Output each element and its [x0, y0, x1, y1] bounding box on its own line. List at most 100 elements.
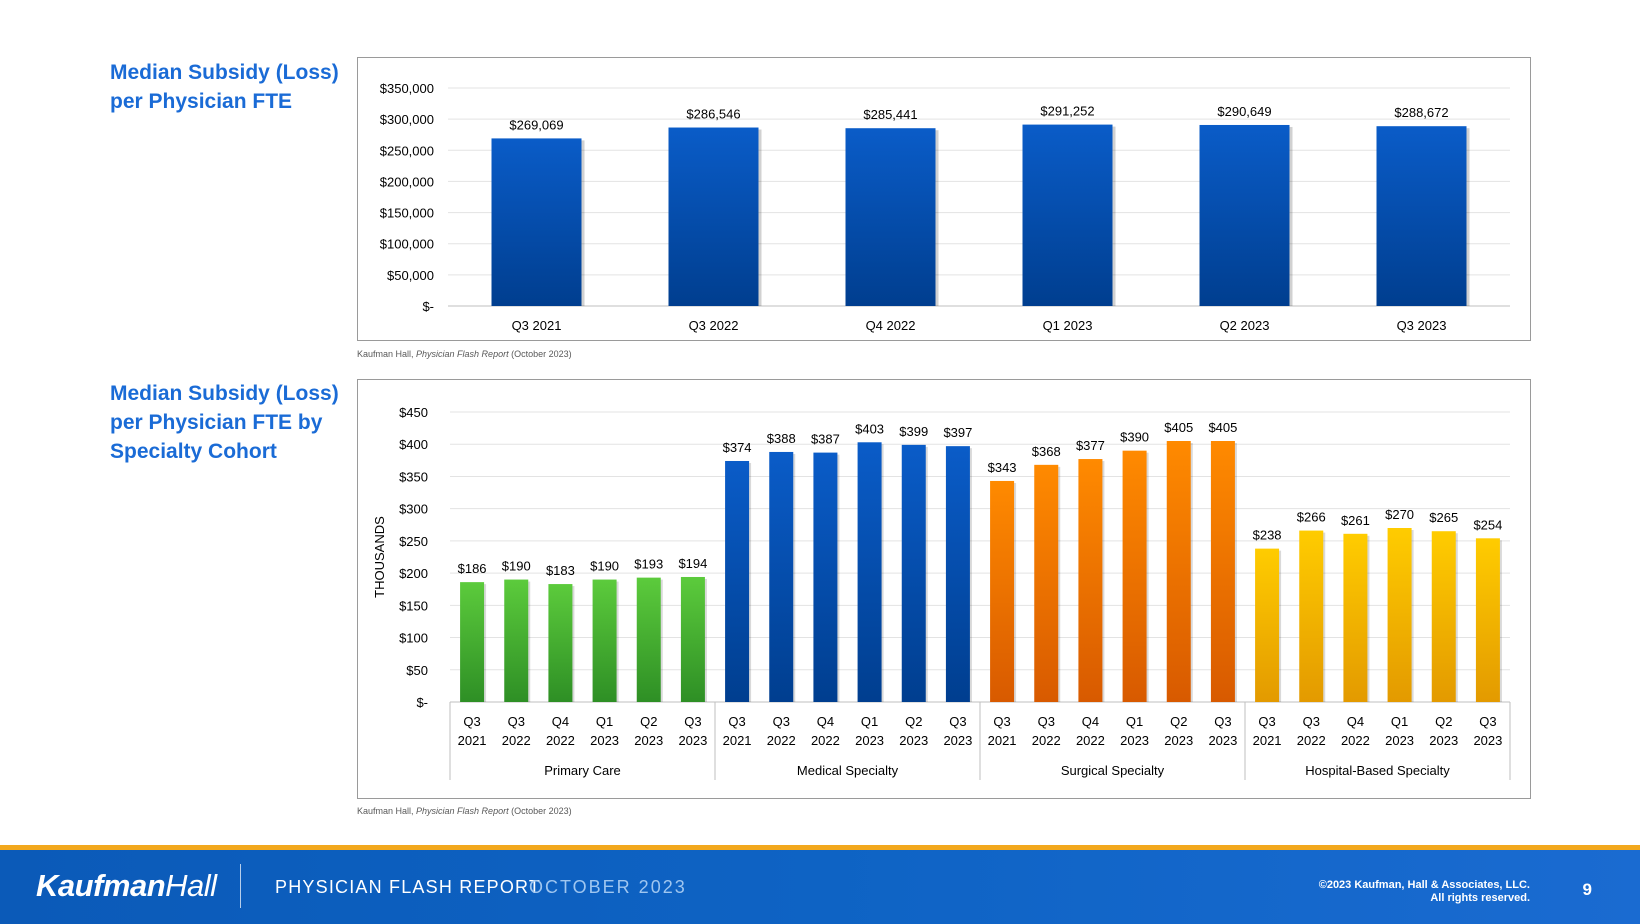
chart2-title: Median Subsidy (Loss) per Physician FTE … [110, 382, 339, 463]
x-tick-label: Q2 [640, 714, 657, 729]
y-tick-label: $50 [406, 663, 428, 678]
bar [460, 582, 485, 702]
logo-bold: Kaufman [36, 868, 166, 903]
source-suffix: (October 2023) [508, 349, 572, 359]
data-label: $397 [943, 425, 972, 440]
data-label: $291,252 [1040, 104, 1094, 119]
x-tick-label: 2021 [458, 733, 487, 748]
x-tick-label: 2023 [1208, 733, 1237, 748]
data-label: $368 [1032, 444, 1061, 459]
x-tick-label: Q1 [1391, 714, 1408, 729]
y-tick-label: $250 [399, 534, 428, 549]
data-label: $403 [855, 421, 884, 436]
bar [680, 576, 705, 702]
x-tick-label: 2022 [1032, 733, 1061, 748]
bar [1255, 548, 1280, 702]
data-label: $193 [634, 557, 663, 572]
x-tick-label: 2022 [502, 733, 531, 748]
data-label: $261 [1341, 513, 1370, 528]
x-tick-label: Q2 [1435, 714, 1452, 729]
x-tick-label: Q3 [773, 714, 790, 729]
y-tick-label: $350,000 [380, 81, 434, 96]
x-tick-label: Q2 [905, 714, 922, 729]
x-tick-label: 2022 [1297, 733, 1326, 748]
x-tick-label: 2023 [1429, 733, 1458, 748]
y-tick-label: $200,000 [380, 174, 434, 189]
data-label: $388 [767, 431, 796, 446]
x-tick-label: 2022 [1076, 733, 1105, 748]
bar [491, 138, 582, 306]
x-tick-label: Q3 2023 [1397, 318, 1447, 333]
x-tick-label: Q3 [1214, 714, 1231, 729]
copyright-line2: All rights reserved. [1430, 892, 1530, 904]
bar [1299, 530, 1324, 702]
cohort-label: Surgical Specialty [1061, 763, 1165, 778]
data-label: $269,069 [509, 117, 563, 132]
data-label: $405 [1208, 420, 1237, 435]
x-tick-label: Q1 [861, 714, 878, 729]
x-tick-label: Q1 2023 [1043, 318, 1093, 333]
y-tick-label: $150 [399, 598, 428, 613]
data-label: $270 [1385, 507, 1414, 522]
source-publication: Physician Flash Report [416, 806, 509, 816]
x-tick-label: 2022 [1341, 733, 1370, 748]
copyright-line1: ©2023 Kaufman, Hall & Associates, LLC. [1318, 879, 1530, 891]
y-tick-label: $100,000 [380, 237, 434, 252]
x-tick-label: 2022 [546, 733, 575, 748]
y-tick-label: $50,000 [387, 268, 434, 283]
data-label: $399 [899, 424, 928, 439]
data-label: $190 [502, 559, 531, 574]
data-label: $266 [1297, 510, 1326, 525]
x-tick-label: Q1 [1126, 714, 1143, 729]
chart2-svg: $- $50 $100 $150 $200 $250 $300 $350 $400 $450 THO… [372, 405, 1511, 780]
data-label: $186 [458, 561, 487, 576]
bar [725, 460, 750, 702]
data-label: $288,672 [1394, 105, 1448, 120]
y-tick-label: $100 [399, 631, 428, 646]
x-tick-label: Q4 [552, 714, 569, 729]
bar [1022, 124, 1113, 306]
bar [1431, 531, 1456, 702]
bar [504, 579, 529, 702]
chart1-title: Median Subsidy (Loss) per Physician FTE [110, 61, 339, 113]
y-tick-label: $300,000 [380, 112, 434, 127]
cohort-label: Hospital-Based Specialty [1305, 763, 1450, 778]
y-tick-label: $- [422, 299, 434, 314]
x-tick-label: 2023 [943, 733, 972, 748]
x-tick-label: Q3 [949, 714, 966, 729]
chart2-source: Kaufman Hall, Physician Flash Report (Oc… [357, 806, 572, 816]
y-tick-label: $250,000 [380, 143, 434, 158]
x-tick-label: 2023 [678, 733, 707, 748]
x-tick-label: Q2 [1170, 714, 1187, 729]
report-name: PHYSICIAN FLASH REPORT [275, 877, 542, 897]
data-label: $343 [988, 460, 1017, 475]
bar [857, 442, 882, 702]
x-tick-label: 2022 [811, 733, 840, 748]
bar [845, 128, 936, 306]
chart2-container: $- $50 $100 $150 $200 $250 $300 $350 $400 $450 THO… [357, 379, 1531, 799]
kaufmanhall-logo: KaufmanHall [36, 868, 217, 904]
y-tick-label: $200 [399, 566, 428, 581]
chart1-source: Kaufman Hall, Physician Flash Report (Oc… [357, 349, 572, 359]
source-suffix: (October 2023) [508, 806, 572, 816]
x-tick-label: Q2 2023 [1220, 318, 1270, 333]
x-tick-label: 2023 [1120, 733, 1149, 748]
data-label: $265 [1429, 510, 1458, 525]
data-label: $374 [723, 440, 752, 455]
x-tick-label: 2023 [899, 733, 928, 748]
bar [1078, 459, 1103, 702]
data-label: $194 [678, 556, 707, 571]
data-label: $390 [1120, 430, 1149, 445]
chart1-container: $- $50,000 $100,000 $150,000 $200,000 $250,00… [357, 57, 1531, 341]
x-tick-label: 2023 [1164, 733, 1193, 748]
report-date: OCTOBER 2023 [529, 877, 687, 897]
y-axis-label: THOUSANDS [372, 516, 387, 598]
x-tick-label: Q3 [728, 714, 745, 729]
bar [901, 444, 926, 702]
y-tick-label: $300 [399, 502, 428, 517]
bar [1387, 528, 1412, 702]
x-tick-label: Q4 [1082, 714, 1099, 729]
logo-light: Hall [165, 868, 217, 903]
x-tick-label: 2023 [634, 733, 663, 748]
y-tick-label: $450 [399, 405, 428, 420]
